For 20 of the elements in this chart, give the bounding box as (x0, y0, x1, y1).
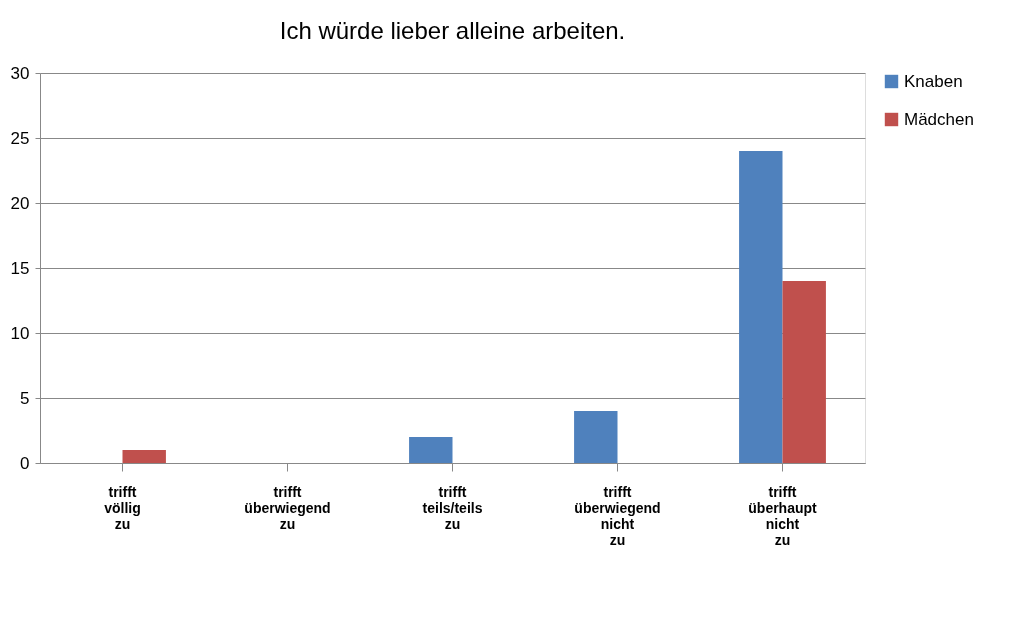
bar (122, 450, 166, 463)
x-tick-label: trifft überwiegend nicht zu (574, 483, 661, 548)
x-tick-label: trifft überhaupt nicht zu (748, 483, 818, 548)
y-tick-label: 15 (10, 258, 30, 278)
x-tick-label: trifft überwiegend zu (244, 483, 331, 532)
bar (739, 151, 783, 463)
bar (574, 411, 618, 463)
y-tick-label: 5 (20, 388, 30, 408)
x-tick-label: trifft teils/teils zu (422, 483, 483, 532)
y-tick-label: 10 (10, 323, 30, 343)
y-tick-label: 30 (10, 63, 30, 83)
y-tick-label: 0 (20, 453, 30, 473)
chart-title: Ich würde lieber alleine arbeiten. (279, 17, 626, 44)
legend-label: Knaben (904, 71, 963, 91)
x-tick-label: trifft völlig zu (104, 483, 141, 532)
y-tick-label: 20 (10, 193, 30, 213)
legend-label: Mädchen (904, 109, 974, 129)
bar (409, 437, 453, 463)
bar (782, 281, 826, 463)
y-tick-label: 25 (10, 128, 30, 148)
